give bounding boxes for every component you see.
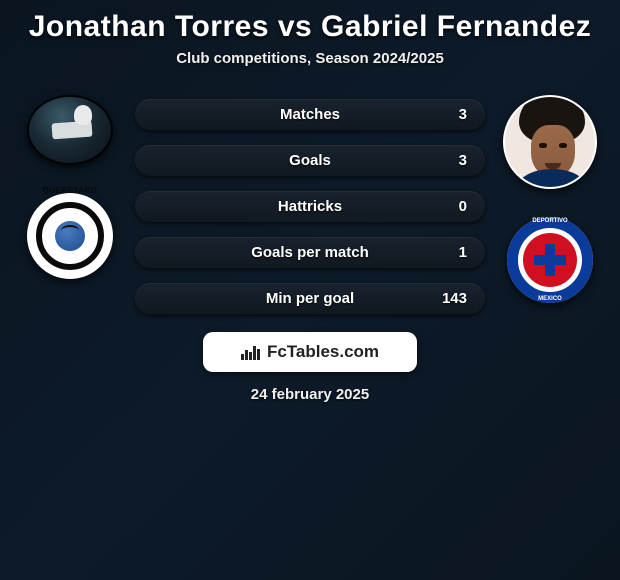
stats-list: Matches 3 Goals 3 Hattricks 0 Goals per … <box>135 95 485 314</box>
bar-chart-icon <box>241 344 261 360</box>
stat-value: 0 <box>459 198 467 215</box>
avatar-shirt-icon <box>515 169 589 189</box>
crest-text-bottom: MEXICO <box>510 296 590 302</box>
avatar-eyes-icon <box>539 143 567 149</box>
date-text: 24 february 2025 <box>251 386 369 403</box>
brand-badge: FcTables.com <box>203 332 417 372</box>
stat-value: 3 <box>459 106 467 123</box>
crest-queretaro-text: QUERETARO <box>42 186 98 195</box>
stat-label: Min per goal <box>266 290 354 307</box>
right-column: DEPORTIVO MEXICO <box>495 95 605 303</box>
left-column: QUERETARO <box>15 95 125 279</box>
crest-cruzazul-cross-icon <box>534 244 566 276</box>
player-avatar-right <box>503 95 597 189</box>
crest-queretaro-inner: QUERETARO <box>36 202 104 270</box>
infographic-root: Jonathan Torres vs Gabriel Fernandez Clu… <box>0 0 620 403</box>
stat-value: 3 <box>459 152 467 169</box>
stat-row: Hattricks 0 <box>135 191 485 222</box>
crest-text-top: DEPORTIVO <box>510 218 590 224</box>
club-crest-queretaro: QUERETARO <box>27 193 113 279</box>
stat-value: 143 <box>442 290 467 307</box>
stat-row: Min per goal 143 <box>135 283 485 314</box>
crest-queretaro-ball-icon <box>55 221 85 251</box>
stat-value: 1 <box>459 244 467 261</box>
stat-row: Matches 3 <box>135 99 485 130</box>
stat-row: Goals per match 1 <box>135 237 485 268</box>
club-crest-cruzazul: DEPORTIVO MEXICO <box>507 217 593 303</box>
avatar-mouth-icon <box>545 163 561 169</box>
page-subtitle: Club competitions, Season 2024/2025 <box>0 50 620 95</box>
page-title: Jonathan Torres vs Gabriel Fernandez <box>0 6 620 50</box>
stat-label: Goals per match <box>251 244 369 261</box>
stat-label: Goals <box>289 152 331 169</box>
crest-cruzazul-ring: DEPORTIVO MEXICO <box>507 217 593 303</box>
stat-label: Matches <box>280 106 340 123</box>
content-row: QUERETARO Matches 3 Goals 3 Hattricks 0 … <box>0 95 620 314</box>
brand-text: FcTables.com <box>267 342 379 362</box>
stat-label: Hattricks <box>278 198 342 215</box>
footer: FcTables.com 24 february 2025 <box>0 314 620 403</box>
player-avatar-left <box>27 95 113 165</box>
stat-row: Goals 3 <box>135 145 485 176</box>
